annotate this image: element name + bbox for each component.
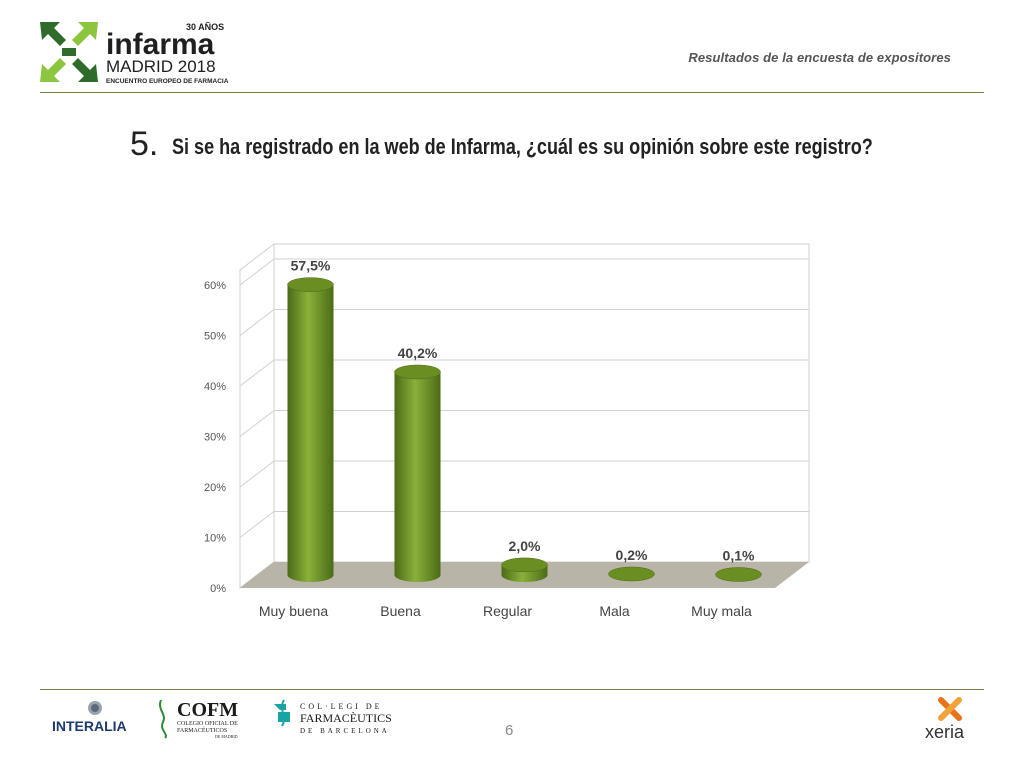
infarma-arrows-icon — [40, 22, 98, 82]
bar-base — [501, 568, 548, 582]
data-label: 40,2% — [398, 345, 438, 361]
question-text: Si se ha registrado en la web de Infarma… — [172, 134, 873, 159]
footer-divider — [40, 689, 984, 690]
bar-regular — [501, 557, 548, 582]
y-tick-label: 40% — [204, 381, 226, 393]
category-label: Muy buena — [259, 603, 328, 619]
bar-top — [394, 364, 441, 380]
interalia-text: INTERALIA — [52, 718, 127, 734]
bar-top — [501, 557, 548, 573]
logo-brand: infarma — [106, 28, 215, 61]
bar-body — [287, 284, 334, 575]
gridline-side — [239, 258, 275, 286]
bar-top — [715, 567, 762, 582]
category-label: Muy mala — [691, 603, 752, 619]
data-label: 0,2% — [616, 547, 648, 563]
bar-base — [394, 568, 441, 582]
y-tick-label: 50% — [204, 331, 226, 343]
data-label: 0,1% — [723, 547, 755, 563]
y-tick-label: 10% — [204, 533, 226, 545]
y-tick-label: 30% — [204, 432, 226, 444]
cofm-logo: COFM COLEGIO OFICIAL DE FARMACÉUTICOS DE… — [159, 699, 238, 739]
cofm-line1: COLEGIO OFICIAL DE — [177, 721, 238, 727]
cofm-serpent-icon — [159, 699, 167, 739]
data-label: 2,0% — [509, 538, 541, 554]
logo-city-year: MADRID 2018 — [106, 57, 216, 76]
interalia-logo: INTERALIA — [52, 701, 127, 734]
gridline-side — [239, 511, 275, 538]
bar-top — [608, 566, 655, 582]
bar-base — [287, 568, 334, 582]
gridline-side — [239, 460, 275, 488]
cofm-line2: FARMACÉUTICOS — [177, 726, 227, 734]
y-tick-label: 60% — [204, 280, 226, 292]
gridline-side — [239, 309, 275, 336]
gridline-side — [239, 359, 275, 387]
xeria-x-icon — [938, 697, 962, 721]
bar-mala — [608, 566, 655, 582]
bar-muy-buena — [287, 277, 334, 582]
xeria-text: xeria — [925, 722, 965, 740]
chart-back-wall — [273, 243, 810, 563]
bar-top — [287, 277, 334, 292]
gridline-side — [239, 410, 275, 437]
y-tick-label: 0% — [210, 583, 226, 595]
bar-body — [394, 371, 441, 575]
category-label: Buena — [380, 603, 421, 619]
chart-side-wall — [239, 242, 275, 590]
cofb-line1: COL·LEGI DE — [300, 702, 383, 711]
xeria-logo: xeria — [925, 697, 965, 740]
header-divider — [40, 92, 984, 93]
logo-tagline: ENCUENTRO EUROPEO DE FARMACIA — [106, 78, 229, 85]
cofm-line3: DE MADRID — [215, 734, 238, 739]
cofb-logo: COL·LEGI DE FARMACÈUTICS DE BARCELONA — [274, 699, 392, 735]
page-number: 6 — [505, 722, 514, 739]
category-label: Regular — [483, 603, 532, 619]
category-label: Mala — [599, 603, 630, 619]
data-label: 57,5% — [291, 258, 331, 274]
y-tick-label: 20% — [204, 482, 226, 494]
logo-years: 30 AÑOS — [186, 22, 224, 32]
cofm-abbr: COFM — [177, 699, 238, 721]
bar-muy-mala — [715, 567, 762, 582]
question-number: 5. — [130, 125, 159, 163]
bar-buena — [394, 364, 441, 582]
infarma-logo: 30 AÑOS infarma MADRID 2018 ENCUENTRO EU… — [40, 22, 229, 85]
cofb-line3: DE BARCELONA — [300, 727, 390, 735]
cofb-line2: FARMACÈUTICS — [300, 711, 392, 725]
bar-chart: 0% 10% 20% 30% 40% 50% 60% 57,5% 40,2% 2,0% 0,2% 0… — [204, 242, 810, 619]
header-subtitle: Resultados de la encuesta de expositores — [688, 50, 951, 65]
